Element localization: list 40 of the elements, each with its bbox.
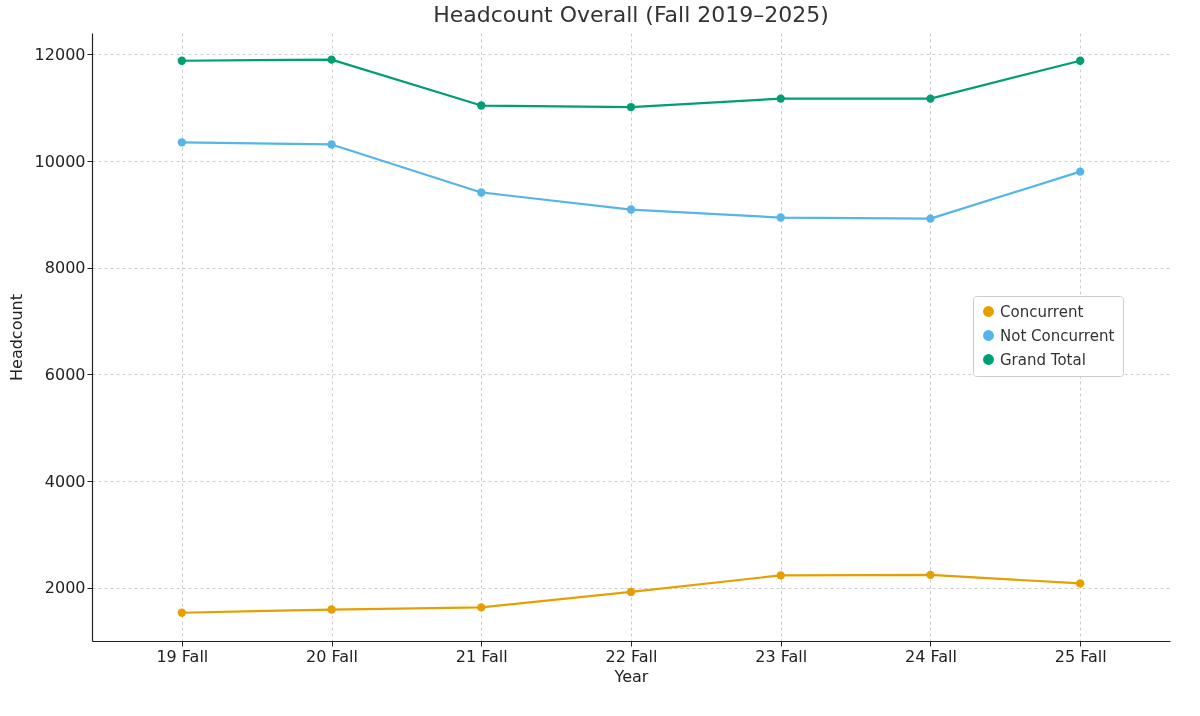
x-tick-label: 25 Fall xyxy=(1054,646,1107,666)
point xyxy=(1075,579,1085,588)
y-axis-title: Headcount xyxy=(6,294,26,381)
point xyxy=(1075,167,1085,176)
point xyxy=(626,587,636,597)
point xyxy=(626,205,636,214)
point xyxy=(926,94,935,103)
point xyxy=(776,571,785,580)
point xyxy=(177,56,187,65)
y-tick-label: 6000 xyxy=(44,364,86,384)
y-tick-label: 10000 xyxy=(34,151,86,171)
x-tick-label: 19 Fall xyxy=(156,646,209,666)
point xyxy=(477,101,486,110)
point xyxy=(776,94,785,103)
point xyxy=(477,188,486,197)
x-tick-label: 20 Fall xyxy=(306,646,358,666)
x-tick-label: 21 Fall xyxy=(455,646,508,666)
legend-label: Grand Total xyxy=(1000,350,1086,369)
legend-label: Concurrent xyxy=(1000,302,1084,321)
y-tick-label: 4000 xyxy=(44,471,86,491)
point xyxy=(477,603,486,612)
y-tick-label: 12000 xyxy=(34,44,86,64)
point xyxy=(926,570,935,580)
x-axis-title: Year xyxy=(613,666,649,686)
point xyxy=(327,140,336,149)
point xyxy=(926,214,935,223)
point xyxy=(177,138,187,147)
point xyxy=(1075,56,1085,65)
y-tick-label: 8000 xyxy=(44,258,86,278)
point xyxy=(626,102,636,112)
point xyxy=(776,213,785,222)
point xyxy=(327,55,336,64)
x-tick-label: 22 Fall xyxy=(605,646,658,666)
point xyxy=(177,608,187,617)
chart-title: Headcount Overall (Fall 2019–2025) xyxy=(433,2,829,27)
x-tick-label: 23 Fall xyxy=(755,646,808,666)
point xyxy=(327,605,336,614)
legend-label: Not Concurrent xyxy=(1000,326,1115,345)
y-tick-label: 2000 xyxy=(44,578,86,598)
x-tick-label: 24 Fall xyxy=(905,646,957,666)
